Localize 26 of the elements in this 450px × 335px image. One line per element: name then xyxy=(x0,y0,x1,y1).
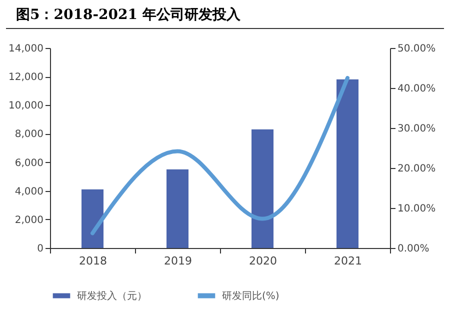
y2-tick-label: 20.00% xyxy=(398,164,436,174)
bar xyxy=(166,169,188,248)
x-tick-label: 2021 xyxy=(334,254,362,268)
y-tick-label: 12,000 xyxy=(8,72,44,84)
y2-tick-label: 30.00% xyxy=(398,124,436,134)
y-tick-label: 2,000 xyxy=(14,214,44,226)
x-tick-label: 2019 xyxy=(164,254,192,268)
y-tick-label: 14,000 xyxy=(8,44,44,54)
bar xyxy=(82,189,104,248)
y2-tick-label: 0.00% xyxy=(398,244,430,254)
line-series xyxy=(90,76,350,236)
legend-label: 研发同比(%) xyxy=(222,290,280,302)
bar xyxy=(336,79,358,248)
y-tick-label: 0 xyxy=(37,244,44,254)
bar xyxy=(252,129,274,248)
y-tick-label: 6,000 xyxy=(14,158,44,169)
x-tick-label: 2020 xyxy=(249,254,277,268)
y2-tick-label: 10.00% xyxy=(398,204,436,214)
x-tick-label: 2018 xyxy=(79,254,107,268)
chart-title: 图5：2018-2021 年公司研发投入 xyxy=(6,0,444,29)
y-tick-label: 8,000 xyxy=(14,129,44,140)
legend-label: 研发投入（元） xyxy=(77,290,147,302)
y2-tick-label: 50.00% xyxy=(398,44,436,54)
y2-tick-label: 40.00% xyxy=(398,84,436,94)
y-tick-label: 10,000 xyxy=(8,100,44,112)
y-tick-label: 4,000 xyxy=(14,186,44,198)
